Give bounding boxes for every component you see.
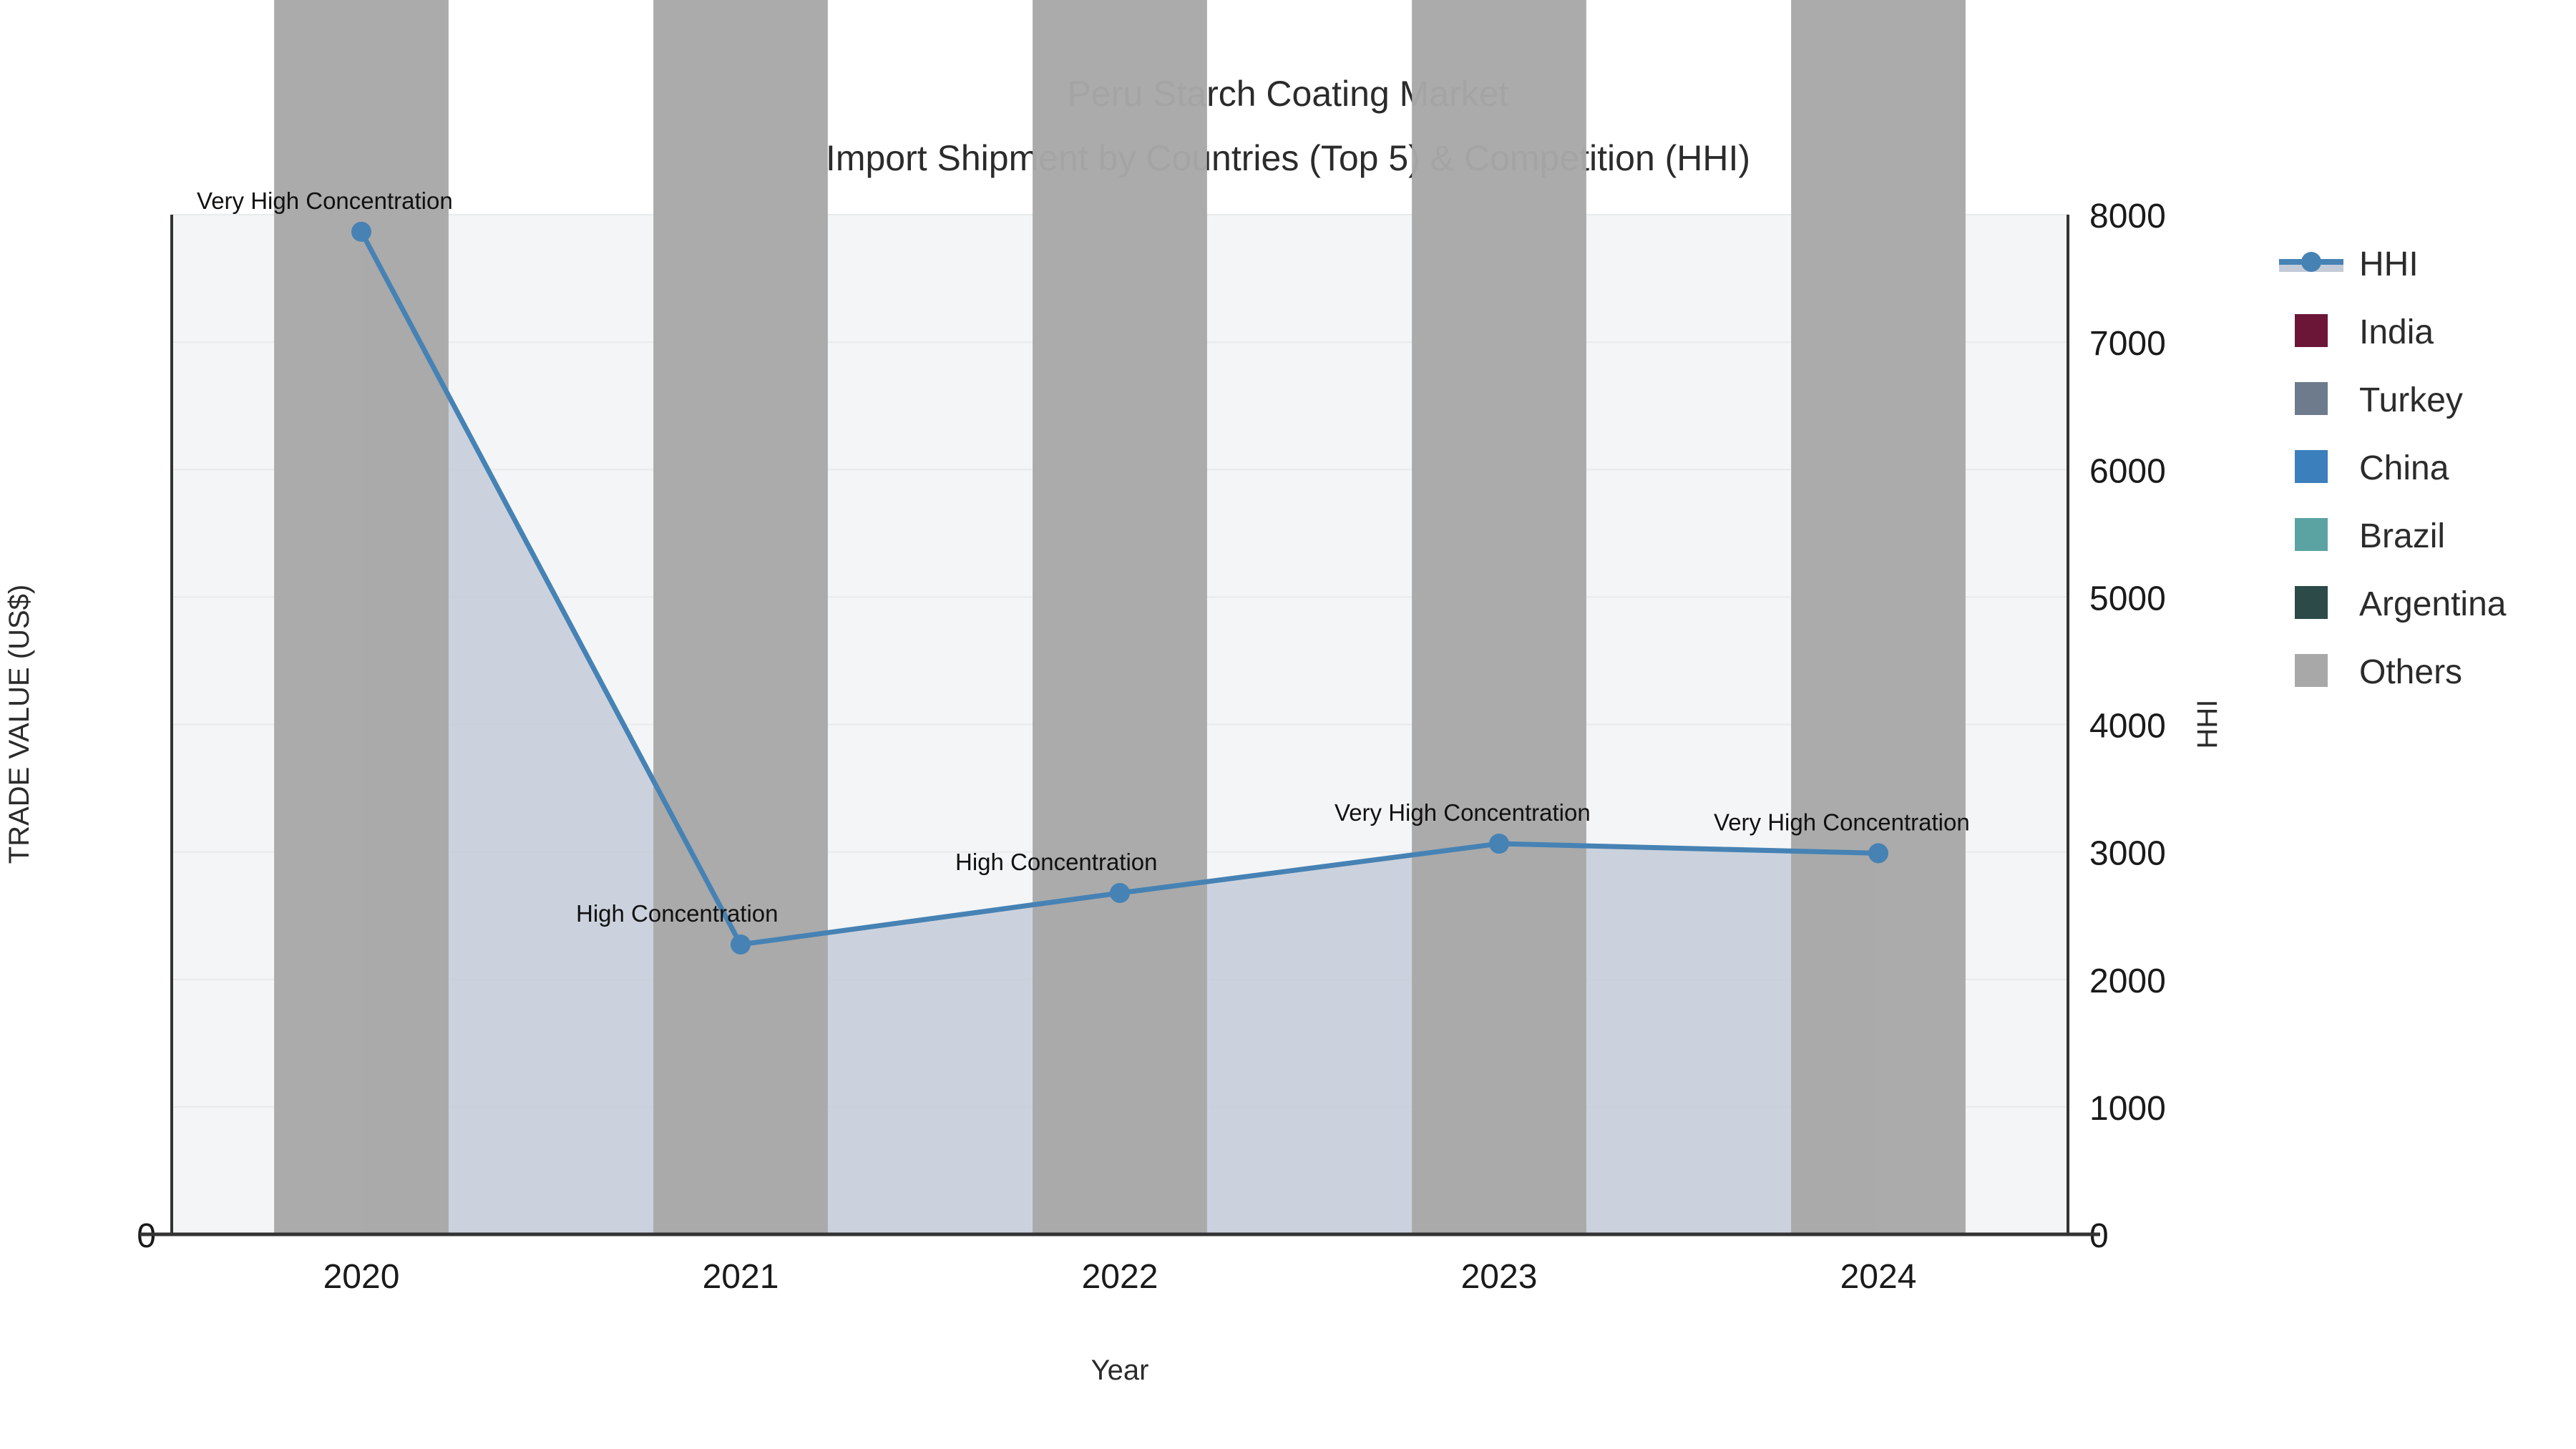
y-left-axis-label: TRADE VALUE (US$) xyxy=(4,585,35,864)
legend-label: HHI xyxy=(2359,245,2419,283)
y-right-tick: 5000 xyxy=(2089,580,2166,618)
x-tick-labels: 2020 2021 2022 2023 2024 xyxy=(323,1258,1917,1296)
y-right-tick: 1000 xyxy=(2089,1090,2166,1128)
legend-swatch xyxy=(2295,654,2328,687)
legend-label: Others xyxy=(2359,653,2462,691)
legend-swatch xyxy=(2295,586,2328,619)
x-tick-2023: 2023 xyxy=(1461,1258,1538,1296)
legend-item-others[interactable]: Others xyxy=(2295,653,2462,691)
hhi-marker-2021[interactable] xyxy=(731,934,751,955)
legend-swatch xyxy=(2295,314,2328,347)
x-axis-label: Year xyxy=(1091,1355,1149,1386)
x-tick-2021: 2021 xyxy=(703,1258,779,1296)
bar-segment-others[interactable] xyxy=(653,0,828,1234)
hhi-marker-2020[interactable] xyxy=(351,221,371,242)
legend-swatch xyxy=(2295,382,2328,415)
y-right-tick: 8000 xyxy=(2089,197,2166,235)
legend-item-hhi[interactable]: HHI xyxy=(2279,245,2419,283)
legend-label: Argentina xyxy=(2359,585,2507,623)
y-right-tick: 4000 xyxy=(2089,708,2166,746)
legend-label: India xyxy=(2359,313,2434,351)
y-right-tick-labels: 010002000300040005000600070008000 xyxy=(2089,197,2166,1255)
x-tick-2024: 2024 xyxy=(1840,1258,1917,1296)
x-tick-2022: 2022 xyxy=(1082,1258,1158,1296)
bar-segment-others[interactable] xyxy=(274,0,449,1234)
bar-stacks xyxy=(274,0,1966,1234)
annotation-2022: High Concentration xyxy=(955,849,1158,875)
legend-item-argentina[interactable]: Argentina xyxy=(2295,585,2507,623)
hhi-marker-2024[interactable] xyxy=(1868,843,1888,864)
bar-segment-others[interactable] xyxy=(1033,0,1207,1234)
legend-item-brazil[interactable]: Brazil xyxy=(2295,517,2445,555)
annotation-2021: High Concentration xyxy=(576,900,779,927)
bar-stack-2023[interactable] xyxy=(1412,0,1586,1234)
legend-item-india[interactable]: India xyxy=(2295,313,2434,351)
bar-segment-others[interactable] xyxy=(1791,0,1966,1234)
hhi-marker-2022[interactable] xyxy=(1110,882,1130,903)
y-right-tick: 2000 xyxy=(2089,962,2166,1000)
bar-stack-2021[interactable] xyxy=(653,0,828,1234)
legend-line-marker xyxy=(2301,252,2321,272)
legend-label: Turkey xyxy=(2359,381,2463,419)
legend[interactable]: HHI India Turkey China Brazil Argentina Others xyxy=(2279,245,2507,691)
legend-item-china[interactable]: China xyxy=(2295,449,2449,487)
legend-item-turkey[interactable]: Turkey xyxy=(2295,381,2463,419)
concentration-annotations: Very High Concentration High Concentratio… xyxy=(197,187,1970,927)
annotation-2020: Very High Concentration xyxy=(197,187,453,214)
y-right-tick: 3000 xyxy=(2089,835,2166,873)
hhi-marker-2023[interactable] xyxy=(1489,834,1509,854)
annotation-2024: Very High Concentration xyxy=(1714,809,1970,835)
y-right-tick: 6000 xyxy=(2089,452,2166,490)
y-right-axis-label: HHI xyxy=(2192,700,2223,749)
legend-swatch xyxy=(2295,450,2328,483)
chart-title-line2: Import Shipment by Countries (Top 5) & C… xyxy=(826,138,1750,178)
legend-label: China xyxy=(2359,449,2449,487)
annotation-2023: Very High Concentration xyxy=(1335,799,1591,826)
legend-swatch xyxy=(2295,518,2328,551)
bar-stack-2022[interactable] xyxy=(1033,0,1207,1234)
bar-segment-others[interactable] xyxy=(1412,0,1586,1234)
x-tick-2020: 2020 xyxy=(323,1258,400,1296)
bar-stack-2020[interactable] xyxy=(274,0,449,1234)
legend-label: Brazil xyxy=(2359,517,2445,555)
hhi-line-series xyxy=(351,221,1888,955)
y-right-tick: 7000 xyxy=(2089,325,2166,363)
bar-stack-2024[interactable] xyxy=(1791,0,1966,1234)
